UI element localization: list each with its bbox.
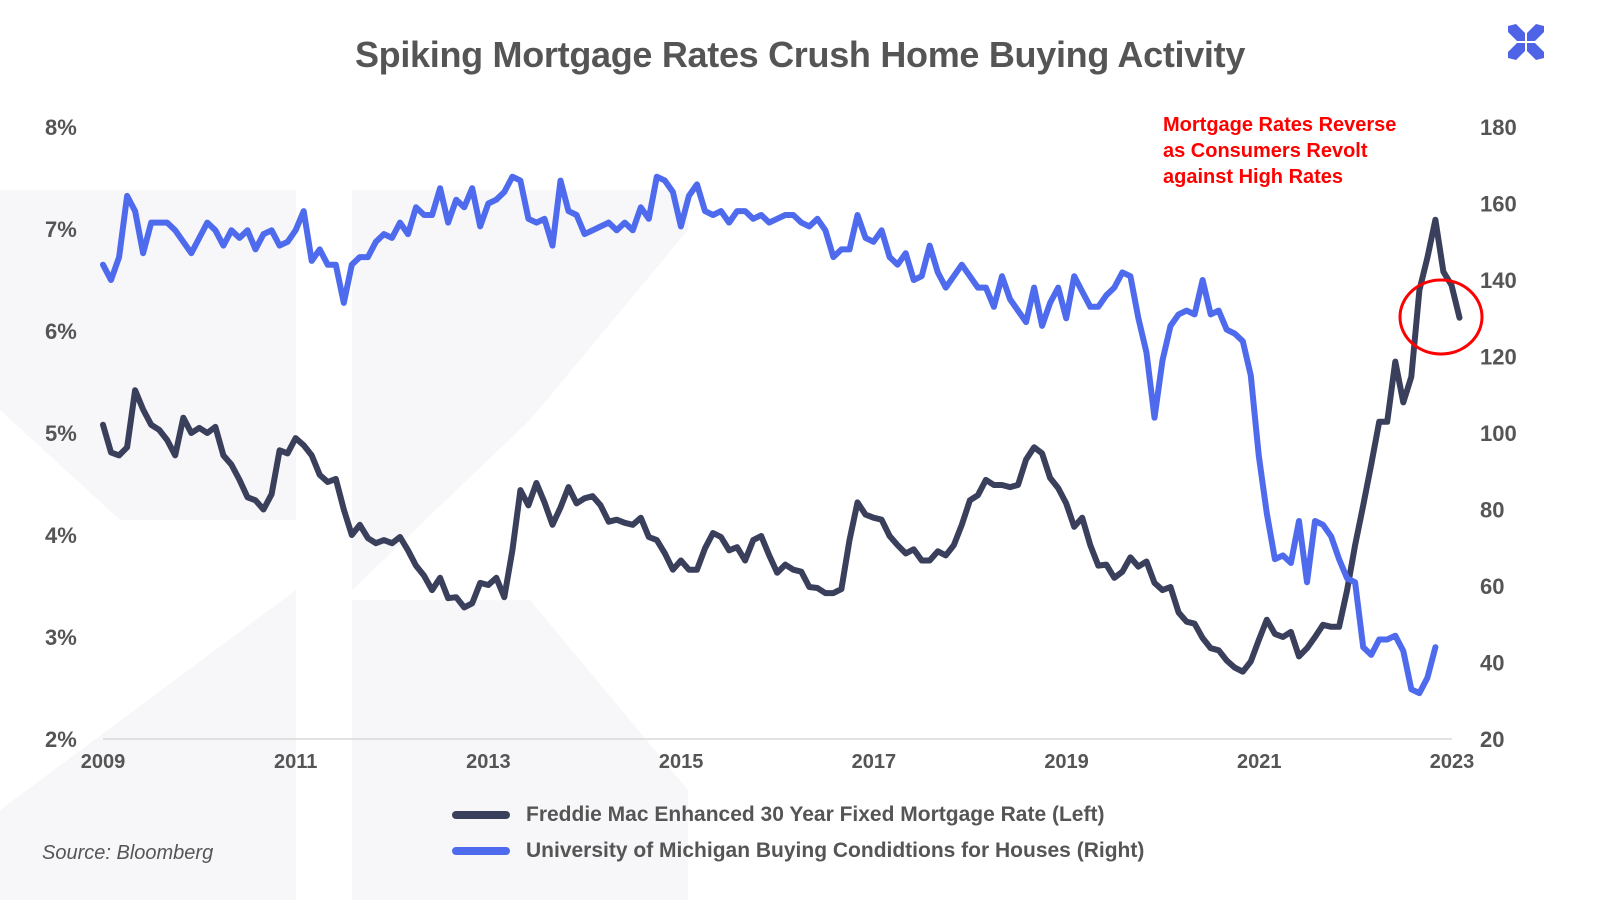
x-tick-label: 2019	[1044, 751, 1089, 773]
x-tick-label: 2017	[852, 751, 897, 773]
legend-label: Freddie Mac Enhanced 30 Year Fixed Mortg…	[526, 803, 1105, 826]
y-right-tick-label: 160	[1480, 192, 1517, 217]
watermark-shape	[352, 600, 688, 900]
legend-item-mortgage-rate: Freddie Mac Enhanced 30 Year Fixed Mortg…	[452, 797, 1144, 833]
x-cross-logo-icon	[1508, 24, 1544, 60]
watermark-shape	[0, 590, 296, 900]
y-right-tick-label: 100	[1480, 421, 1517, 446]
legend: Freddie Mac Enhanced 30 Year Fixed Mortg…	[452, 797, 1144, 869]
legend-label: University of Michigan Buying Condidtion…	[526, 839, 1145, 862]
legend-swatch	[452, 847, 510, 855]
y-right-tick-label: 140	[1480, 268, 1517, 293]
y-right-tick-label: 20	[1480, 727, 1504, 752]
x-tick-label: 2009	[81, 751, 126, 773]
y-right-tick-label: 120	[1480, 345, 1517, 370]
y-right-tick-label: 40	[1480, 651, 1504, 676]
source-note: Source: Bloomberg	[42, 842, 214, 864]
y-right-tick-label: 180	[1480, 115, 1517, 140]
series-line-mortgage-rate	[100, 216, 1463, 675]
y-left-tick-label: 7%	[45, 217, 77, 242]
x-tick-label: 2023	[1430, 751, 1475, 773]
y-right-tick-label: 60	[1480, 574, 1504, 599]
legend-swatch	[452, 811, 510, 819]
y-left-tick-label: 4%	[45, 523, 77, 548]
highlight-circle	[1398, 278, 1484, 356]
y-left-tick-label: 5%	[45, 421, 77, 446]
y-right-tick-label: 80	[1480, 498, 1504, 523]
y-left-tick-label: 8%	[45, 115, 77, 140]
annotation-text: Mortgage Rates Reverse as Consumers Revo…	[1163, 114, 1397, 188]
watermark-shape	[352, 190, 688, 590]
y-left-tick-label: 3%	[45, 625, 77, 650]
watermark-shape	[0, 190, 296, 520]
y-left-tick-label: 6%	[45, 319, 77, 344]
legend-item-buying-conditions: University of Michigan Buying Condidtion…	[452, 833, 1144, 869]
chart-title: Spiking Mortgage Rates Crush Home Buying…	[354, 34, 1246, 75]
x-tick-label: 2021	[1237, 751, 1282, 773]
x-tick-label: 2015	[659, 751, 704, 773]
x-tick-label: 2013	[466, 751, 511, 773]
x-tick-label: 2011	[274, 751, 317, 773]
series-line-buying-conditions	[100, 173, 1439, 697]
y-left-tick-label: 2%	[45, 727, 77, 752]
